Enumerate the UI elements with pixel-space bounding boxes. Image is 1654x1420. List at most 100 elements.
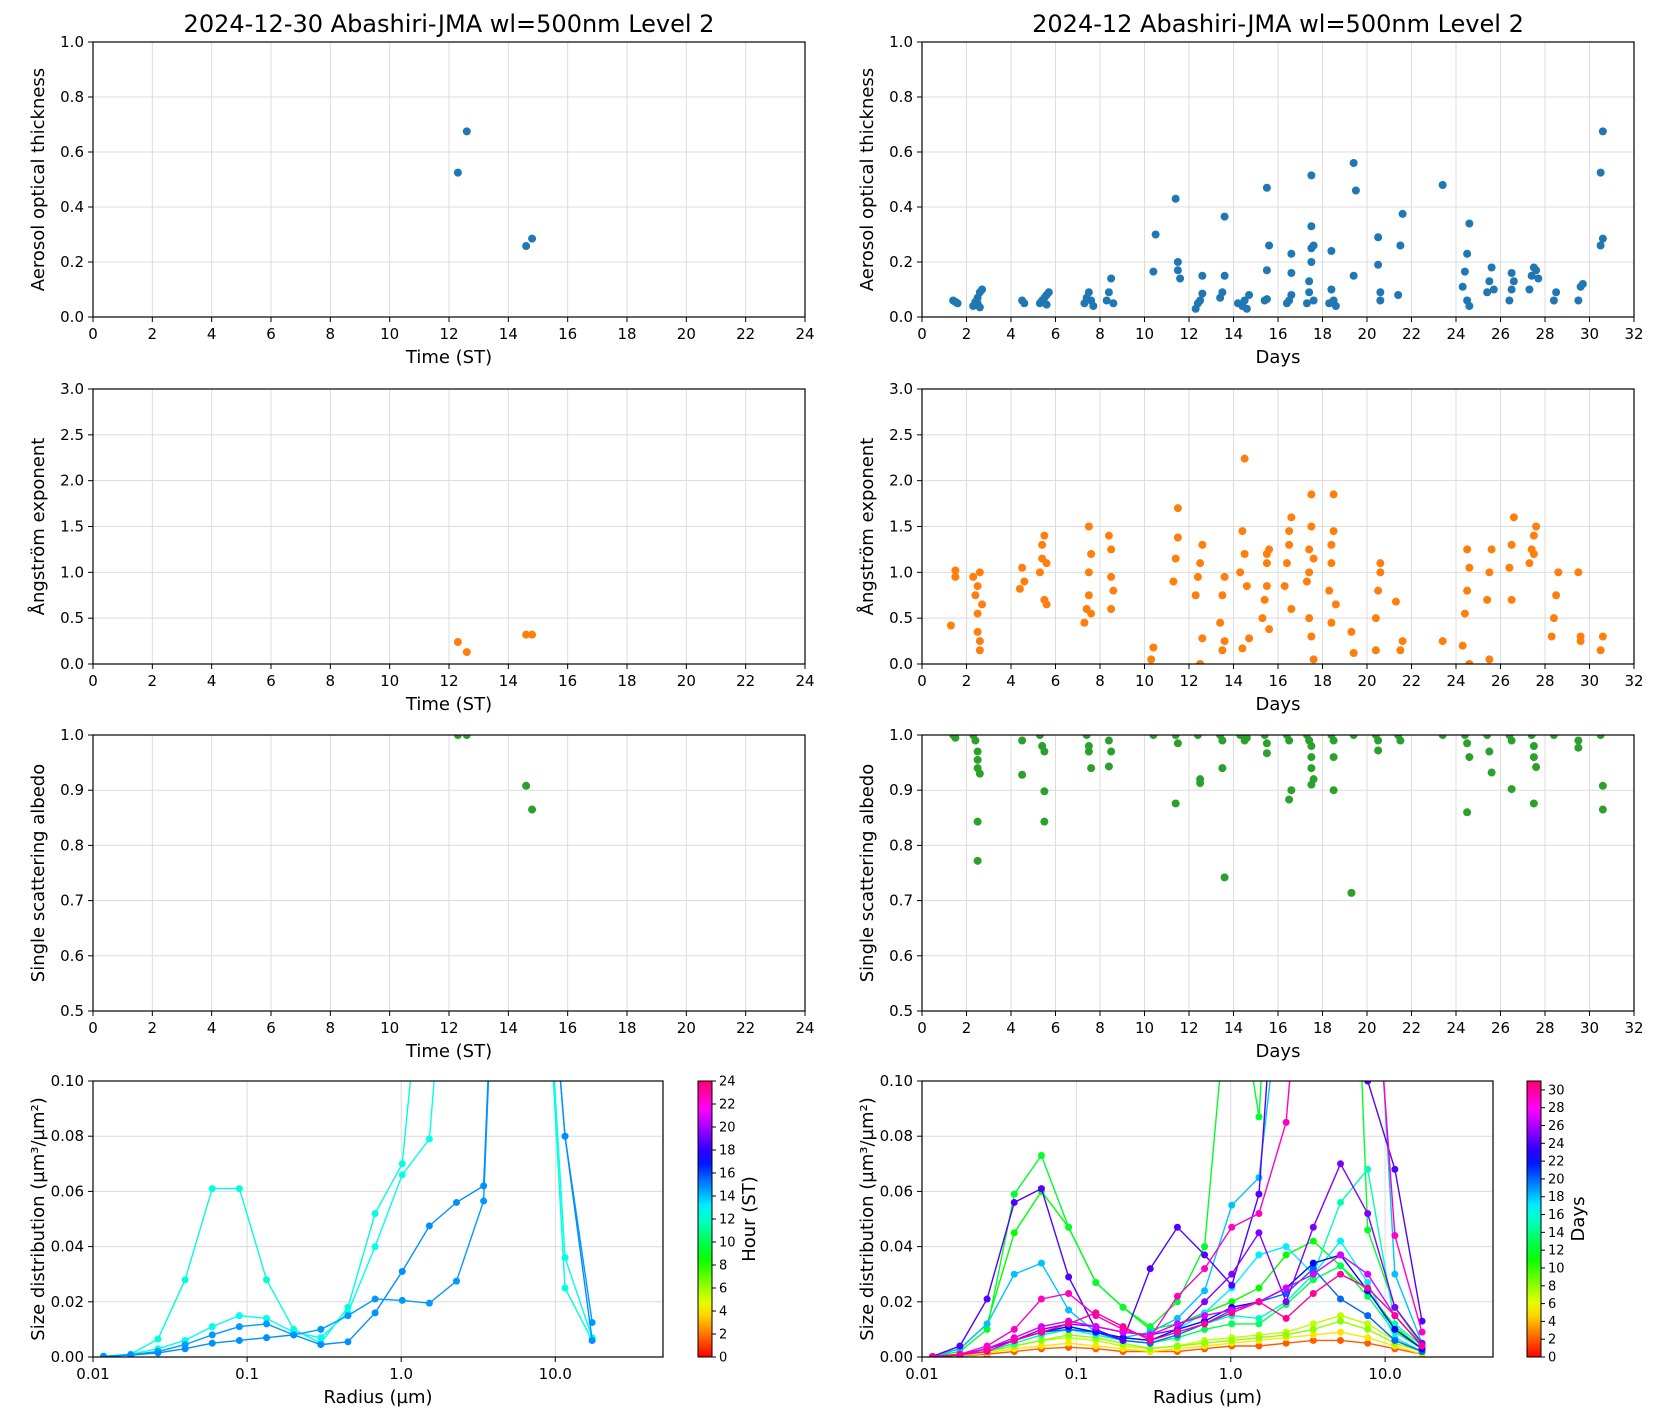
data-point [1376, 568, 1385, 577]
y-tick-label: 0.6 [889, 143, 913, 161]
series-point [1336, 1317, 1344, 1325]
data-point [975, 303, 984, 312]
plot-data [453, 630, 537, 657]
y-axis-label: Aerosol optical thickness [857, 68, 878, 291]
x-tick-label: 20 [1357, 672, 1376, 690]
data-point [978, 285, 987, 294]
x-tick-label: 2 [148, 1019, 158, 1037]
data-point [1374, 736, 1383, 745]
data-point [1525, 559, 1534, 568]
series-point [1364, 1278, 1372, 1286]
chart-title: 2024-12 Abashiri-JMA wl=500nm Level 2 [1032, 10, 1524, 38]
colorbar-label: Hour (ST) [739, 1176, 760, 1262]
data-point [1285, 736, 1294, 745]
series-point [1282, 1251, 1290, 1259]
series-point [1010, 1190, 1018, 1198]
x-tick-label: 8 [1095, 1019, 1105, 1037]
y-tick-label: 0.5 [889, 609, 913, 627]
series-point [1364, 1320, 1372, 1328]
data-point [973, 582, 982, 591]
x-tick-label: 12 [439, 1019, 458, 1037]
series-point [1201, 1325, 1209, 1333]
data-point [1325, 586, 1334, 595]
data-point [1080, 618, 1089, 627]
x-tick-label: 18 [1313, 672, 1332, 690]
series-point [1364, 1292, 1372, 1300]
data-point [1483, 595, 1492, 604]
data-point [1374, 233, 1383, 242]
series-point [1309, 1290, 1317, 1298]
x-tick-label: 10 [1135, 1019, 1154, 1037]
data-point [1309, 655, 1318, 664]
data-point [1084, 742, 1093, 751]
data-point [1265, 545, 1274, 554]
series-point [425, 1135, 433, 1143]
data-point [1489, 285, 1498, 294]
x-axis-label: Time (ST) [405, 1041, 492, 1062]
y-tick-label: 0.04 [880, 1238, 913, 1256]
data-point [973, 755, 982, 764]
data-point [1307, 222, 1316, 231]
series-point [1309, 1265, 1317, 1273]
data-point [1596, 735, 1605, 739]
data-point [1391, 597, 1400, 606]
data-point [1465, 563, 1474, 572]
series-line [103, 1081, 593, 1357]
data-point [1576, 637, 1585, 646]
data-point [1438, 637, 1447, 646]
colorbar-label: Days [1568, 1197, 1589, 1242]
data-point [1509, 513, 1518, 522]
colorbar-tick-label: 16 [719, 1167, 736, 1182]
data-point [1485, 655, 1494, 664]
series-point [1309, 1336, 1317, 1344]
data-point [462, 735, 471, 739]
data-point [973, 609, 982, 618]
series-point [1065, 1339, 1073, 1347]
data-point [1596, 168, 1605, 177]
series-point [1201, 1298, 1209, 1306]
data-point [1547, 632, 1556, 641]
data-point [1598, 805, 1607, 814]
data-point [1329, 786, 1338, 795]
series-point [344, 1338, 352, 1346]
series-point [398, 1171, 406, 1179]
data-point [1460, 735, 1469, 739]
series-point [1391, 1325, 1399, 1333]
data-point [1258, 614, 1267, 623]
data-point [1107, 545, 1116, 554]
series-point [1336, 1262, 1344, 1270]
y-tick-label: 0.2 [60, 253, 84, 271]
data-point [1302, 299, 1311, 308]
series-point [1391, 1336, 1399, 1344]
series-point [1391, 1303, 1399, 1311]
data-point [951, 572, 960, 581]
colorbar-tick-label: 10 [719, 1236, 736, 1251]
series-point [1228, 1320, 1236, 1328]
series-point [1391, 1165, 1399, 1173]
data-point [1463, 545, 1472, 554]
series-point [453, 802, 460, 809]
series-point [1201, 1287, 1209, 1295]
series-point [235, 1312, 243, 1320]
x-tick-label: 10 [380, 672, 399, 690]
series-point [263, 1276, 271, 1284]
data-point [1171, 194, 1180, 203]
data-point [1305, 277, 1314, 286]
data-point [1574, 736, 1583, 745]
y-tick-label: 1.0 [60, 563, 84, 581]
colorbar-tick-label: 8 [1548, 1279, 1556, 1294]
x-tick-label: 30 [1580, 325, 1599, 343]
x-tick-label: 30 [1580, 1019, 1599, 1037]
x-tick-label: 26 [1491, 672, 1510, 690]
x-tick-label: 22 [1402, 325, 1421, 343]
series-line [103, 1081, 593, 1357]
data-point [1529, 550, 1538, 558]
series-point [426, 884, 433, 891]
x-tick-label: 0 [917, 672, 927, 690]
y-axis-label: Aerosol optical thickness [28, 68, 49, 291]
data-point [1509, 277, 1518, 286]
data-point [1287, 249, 1296, 258]
data-point [973, 747, 982, 756]
daily_ssa-chart: 0 2 4 6 8 10 12 14 16 18 20 22 240.50.60.70.80.91.0T… [28, 726, 815, 1062]
